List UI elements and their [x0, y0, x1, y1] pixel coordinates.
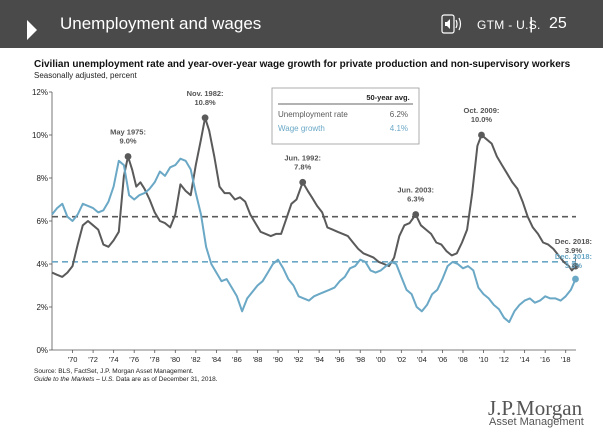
annotation-marker	[201, 114, 209, 122]
y-tick-label: 10%	[32, 131, 48, 140]
x-tick-label: '80	[170, 355, 180, 364]
x-tick-label: '02	[396, 355, 406, 364]
x-tick-label: '16	[540, 355, 550, 364]
annotation-marker	[572, 262, 579, 270]
annotation-label: 6.3%	[407, 195, 424, 204]
jpmorgan-logo: J.P.Morgan	[488, 396, 583, 420]
x-tick-label: '90	[273, 355, 283, 364]
x-tick-label: '82	[191, 355, 201, 364]
chart-subtitle: Seasonally adjusted, percent	[34, 71, 137, 80]
y-tick-label: 2%	[36, 303, 48, 312]
annotation-label: 3.3%	[565, 261, 582, 270]
legend-row-value: 6.2%	[390, 110, 408, 119]
annotation-label: Dec. 2018:	[555, 252, 592, 261]
x-tick-label: '12	[499, 355, 509, 364]
logo-tagline: Asset Management	[489, 416, 584, 428]
annotation-marker	[124, 153, 132, 160]
x-tick-label: '70	[68, 355, 78, 364]
x-tick-label: '06	[438, 355, 448, 364]
data-date: Data are as of December 31, 2018.	[116, 376, 218, 383]
speaker-icon[interactable]	[441, 14, 463, 34]
annotation-label: 9.0%	[119, 137, 136, 146]
annotation-marker	[412, 211, 420, 218]
x-tick-label: '00	[376, 355, 386, 364]
data-date-line: Guide to the Markets – U.S. Data are as …	[34, 376, 218, 384]
x-tick-label: '76	[129, 355, 139, 364]
x-tick-label: '18	[561, 355, 571, 364]
guide-title: Guide to the Markets – U.S.	[34, 376, 115, 383]
y-tick-label: 6%	[36, 217, 48, 226]
annotation-label: 10.8%	[194, 98, 216, 107]
legend-row-value: 4.1%	[390, 124, 408, 133]
header-bar: Unemployment and wages GTM - U.S. | 25	[0, 0, 603, 48]
x-tick-label: '04	[417, 355, 427, 364]
x-tick-label: '08	[458, 355, 468, 364]
annotation-label: May 1975:	[110, 128, 146, 137]
x-tick-label: '96	[335, 355, 345, 364]
x-tick-label: '92	[294, 355, 304, 364]
x-tick-label: '86	[232, 355, 242, 364]
chevron-right-icon	[27, 20, 37, 40]
x-tick-label: '98	[355, 355, 365, 364]
page-number: 25	[549, 15, 567, 32]
x-tick-label: '10	[479, 355, 489, 364]
annotation-marker	[478, 131, 485, 139]
annotation-label: 3.9%	[565, 246, 582, 255]
annotation-marker	[572, 275, 579, 283]
annotation-label: 7.8%	[294, 162, 311, 171]
legend-row-label: Wage growth	[278, 124, 325, 133]
x-tick-label: '84	[212, 355, 222, 364]
annotation-label: Jun. 1992:	[284, 153, 321, 162]
source-line: Source: BLS, FactSet, J.P. Morgan Asset …	[34, 368, 194, 375]
x-tick-label: '88	[253, 355, 263, 364]
x-tick-label: '74	[109, 355, 119, 364]
header-separator: |	[529, 14, 534, 33]
legend-box	[271, 87, 420, 145]
page-title: Unemployment and wages	[60, 14, 262, 33]
x-tick-label: '94	[314, 355, 324, 364]
y-tick-label: 4%	[36, 260, 48, 269]
x-tick-label: '78	[150, 355, 160, 364]
annotation-label: Dec. 2018:	[555, 237, 592, 246]
wage-growth-line	[51, 157, 577, 324]
chart-title: Civilian unemployment rate and year-over…	[34, 59, 571, 70]
annotation-label: Oct. 2009:	[464, 106, 500, 115]
x-tick-label: '72	[88, 355, 98, 364]
source-note: Source: BLS, FactSet, J.P. Morgan Asset …	[34, 368, 218, 384]
annotation-label: Nov. 1982:	[187, 89, 224, 98]
y-tick-label: 8%	[36, 174, 48, 183]
legend-header: 50-year avg.	[366, 93, 409, 102]
section-label: GTM - U.S.	[477, 18, 541, 32]
annotation-label: Jun. 2003:	[397, 186, 434, 195]
annotation-label: 10.0%	[471, 115, 493, 124]
legend-table: 50-year avg. Unemployment rate 6.2% Wage gr…	[271, 87, 420, 145]
y-tick-label: 0%	[36, 346, 48, 355]
legend-row-label: Unemployment rate	[278, 110, 348, 119]
x-tick-label: '14	[520, 355, 530, 364]
unemployment-rate-line	[51, 116, 577, 278]
y-tick-label: 12%	[32, 88, 48, 97]
annotation-marker	[299, 178, 307, 186]
